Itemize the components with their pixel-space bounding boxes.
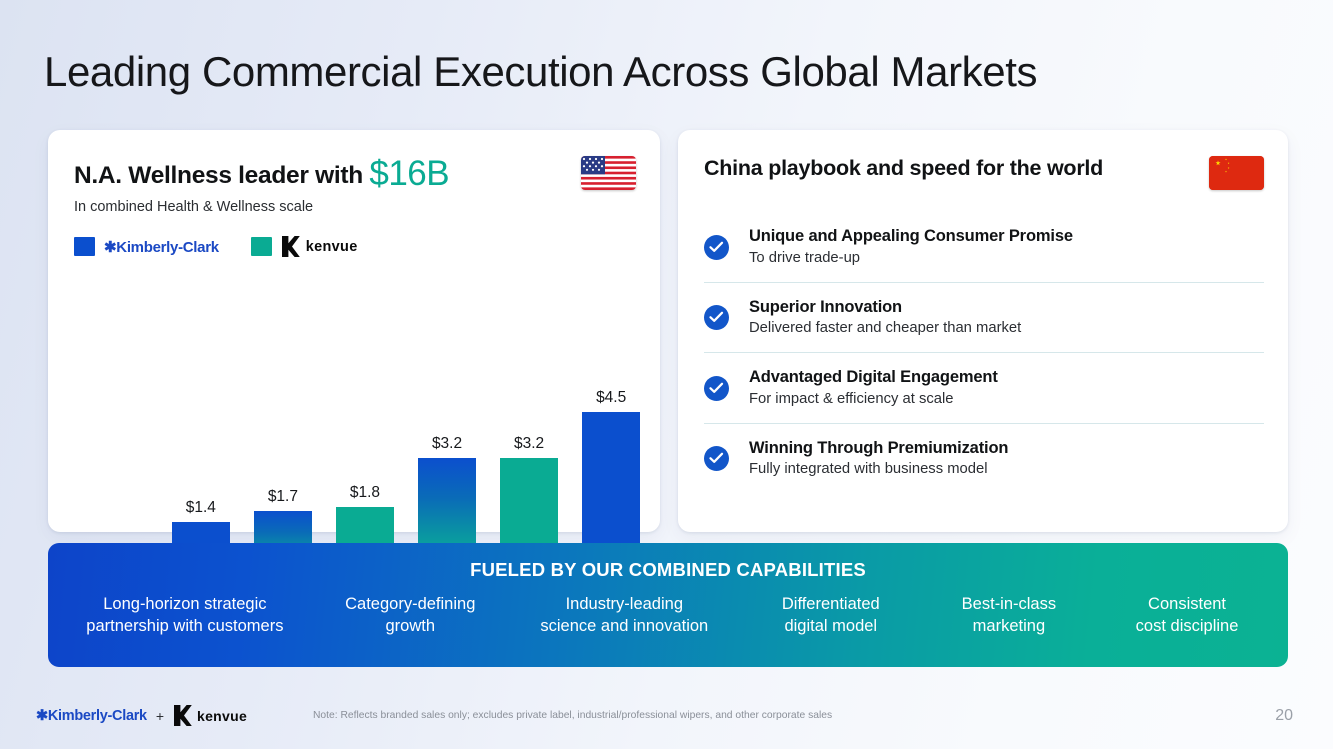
list-item[interactable]: Superior Innovation Delivered faster and…: [704, 283, 1264, 354]
left-card-title-text: N.A. Wellness leader with: [74, 162, 363, 189]
page-number: 20: [1275, 707, 1293, 724]
legend-label-kenvue: kenvue: [305, 238, 358, 255]
banner-column-long-horizon: Long-horizon strategic partnership with …: [58, 594, 312, 638]
legend-swatch-kimberly-clark: [74, 237, 95, 256]
bar-column-tissue-towel: $4.5: [570, 350, 652, 571]
kimberly-clark-logo: ✱Kimberly-Clark: [36, 708, 147, 724]
list-item-sub: To drive trade-up: [749, 249, 861, 266]
banner-column-line: digital model: [784, 616, 878, 635]
na-wellness-card: N.A. Wellness leader with $16B In combin…: [48, 130, 660, 619]
list-item[interactable]: Winning Through Premiumization Fully int…: [704, 424, 1264, 494]
list-item-sub: Delivered faster and cheaper than market: [749, 320, 1022, 337]
footer-logos: ✱Kimberly-Clark + kenvue: [36, 705, 247, 726]
banner-column-differentiated: Differentiated digital model: [740, 594, 922, 638]
china-playbook-card: China playbook and speed for the world: [678, 130, 1288, 532]
kenvue-k-icon: [173, 705, 192, 726]
kimberly-clark-logo: ✱Kimberly-Clark: [104, 238, 219, 256]
footer-kv-label: kenvue: [197, 707, 248, 724]
banner-column-line: Differentiated: [781, 595, 880, 613]
bar-column-skin-health: $1.8: [324, 350, 406, 571]
bar-value-label: $1.7: [267, 487, 298, 505]
banner-column-line: science and innovation: [540, 616, 709, 635]
legend-swatch-kenvue: [250, 237, 272, 256]
footer-kc-label: Kimberly-Clark: [47, 707, 147, 724]
check-circle-icon: [704, 446, 729, 472]
right-card-title: China playbook and speed for the world: [704, 156, 1104, 180]
playbook-list: Unique and Appealing Consumer Promise To…: [704, 212, 1264, 493]
banner-title: FUELED BY OUR COMBINED CAPABILITIES: [470, 559, 866, 580]
legend-label-kimberly-clark: Kimberly-Clark: [116, 238, 219, 256]
left-card-title: N.A. Wellness leader with $16B: [74, 154, 636, 193]
banner-column-line: Long-horizon strategic: [103, 595, 267, 613]
list-item-text: Winning Through Premiumization Fully int…: [749, 439, 1008, 480]
kenvue-logo: kenvue: [281, 236, 358, 257]
banner-column-line: Consistent: [1148, 595, 1227, 613]
check-circle-icon: [704, 375, 729, 401]
list-item-sub: Fully integrated with business model: [749, 461, 988, 478]
bar-column-oral-care: $1.7: [242, 350, 324, 571]
bar-value-label: $1.4: [185, 498, 216, 516]
bar-column-adult-care: $1.4: [160, 350, 242, 571]
asterisk-icon: ✱: [36, 707, 48, 724]
footnote: Note: Reflects branded sales only; exclu…: [313, 710, 833, 721]
bar-value-label: $3.2: [431, 434, 463, 452]
list-item-heading: Superior Innovation: [749, 297, 902, 316]
bar-column-baby-care: $3.2: [406, 350, 488, 571]
slide-footer: ✱Kimberly-Clark + kenvue Note: Reflects …: [0, 700, 1333, 740]
check-circle-icon: [704, 234, 729, 260]
us-flag-icon: [581, 156, 636, 190]
kenvue-k-icon: [281, 236, 300, 257]
banner-column-line: partnership with customers: [86, 616, 284, 635]
asterisk-icon: ✱: [104, 238, 117, 256]
cards-row: N.A. Wellness leader with $16B In combin…: [48, 130, 1288, 619]
list-item-sub: For impact & efficiency at scale: [749, 390, 954, 407]
capabilities-banner: FUELED BY OUR COMBINED CAPABILITIES Long…: [48, 543, 1288, 667]
list-item-heading: Advantaged Digital Engagement: [749, 368, 998, 387]
bar-column-otc: $3.2: [488, 350, 570, 571]
legend-item-kenvue: kenvue: [250, 236, 358, 257]
banner-column-line: Industry-leading: [565, 595, 683, 613]
banner-column-line: Best-in-class: [961, 595, 1057, 613]
banner-column-line: Category-defining: [345, 595, 476, 613]
bar-value-label: $3.2: [514, 434, 545, 452]
banner-columns: Long-horizon strategic partnership with …: [48, 594, 1288, 638]
banner-column-line: growth: [385, 616, 436, 635]
right-card-header: China playbook and speed for the world: [704, 156, 1264, 192]
banner-column-line: cost discipline: [1135, 616, 1239, 635]
list-item[interactable]: Unique and Appealing Consumer Promise To…: [704, 212, 1264, 283]
list-item[interactable]: Advantaged Digital Engagement For impact…: [704, 353, 1264, 424]
banner-column-consistent: Consistent cost discipline: [1096, 594, 1278, 638]
list-item-text: Unique and Appealing Consumer Promise To…: [749, 227, 1073, 268]
banner-column-industry-leading: Industry-leading science and innovation: [509, 594, 740, 638]
check-circle-icon: [704, 305, 729, 331]
chart-legend: ✱Kimberly-Clark kenvue: [74, 236, 358, 257]
page-title: Leading Commercial Execution Across Glob…: [44, 48, 1038, 95]
bar-value-label: $4.5: [596, 388, 627, 406]
chart-plot-area: $1.4 $1.7 $1.8 $3.2 $3.2: [160, 350, 652, 572]
left-card-subtitle: In combined Health & Wellness scale: [74, 199, 314, 216]
legend-item-kimberly-clark: ✱Kimberly-Clark: [74, 237, 219, 256]
banner-column-line: marketing: [972, 616, 1046, 635]
left-card-title-value: $16B: [369, 154, 450, 193]
banner-column-best-in-class: Best-in-class marketing: [922, 594, 1096, 638]
list-item-text: Superior Innovation Delivered faster and…: [749, 298, 1021, 339]
plus-sign: +: [155, 707, 164, 724]
left-card-header: N.A. Wellness leader with $16B In combin…: [74, 154, 636, 215]
list-item-text: Advantaged Digital Engagement For impact…: [749, 368, 998, 409]
cn-flag-icon: [1209, 156, 1264, 190]
bar-value-label: $1.8: [349, 484, 381, 502]
kenvue-logo: kenvue: [173, 705, 247, 726]
list-item-heading: Winning Through Premiumization: [749, 438, 1009, 457]
banner-column-category-defining: Category-defining growth: [312, 594, 509, 638]
list-item-heading: Unique and Appealing Consumer Promise: [749, 227, 1073, 245]
